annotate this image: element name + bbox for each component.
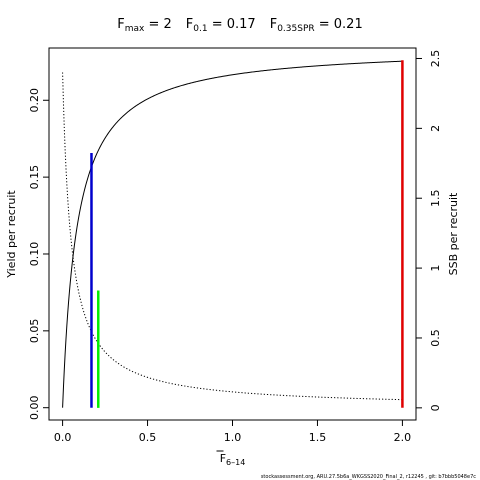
- title-part-1-value: = 0.17: [208, 17, 256, 32]
- footer-text: stockassessment.org, ARU.27.5b6a_WKGSS20…: [261, 474, 476, 480]
- y-left-tick-label: 0.20: [28, 88, 41, 113]
- chart-title: Fmax = 2 F0.1 = 0.17 F0.35SPR = 0.21: [117, 17, 362, 34]
- y-left-tick-label: 0.15: [28, 165, 41, 190]
- title-part-0-sub: max: [125, 24, 145, 34]
- title-part-0: F: [117, 17, 124, 32]
- y-right-tick-label: 1.5: [429, 189, 442, 207]
- y-left-axis-label: Yield per recruit: [5, 190, 18, 279]
- y-right-axis-label: SSB per recruit: [447, 192, 460, 275]
- y-right-tick-label: 0: [429, 404, 442, 411]
- y-right-tick-label: 1: [429, 265, 442, 272]
- y-left-tick-label: 0.05: [28, 319, 41, 344]
- y-right-tick-label: 2.5: [429, 50, 442, 68]
- x-tick-label: 0.5: [139, 431, 157, 444]
- ypr-series-line: [62, 60, 403, 408]
- y-right-tick-label: 0.5: [429, 329, 442, 347]
- title-part-2-value: = 0.21: [315, 17, 363, 32]
- x-tick-label: 2.0: [394, 431, 412, 444]
- y-right-tick-label: 2: [429, 125, 442, 132]
- x-tick-label: 1.5: [309, 431, 327, 444]
- spr-series-line: [62, 72, 403, 401]
- x-tick-label: 0.0: [54, 431, 72, 444]
- title-part-0-value: = 2: [144, 17, 171, 32]
- x-tick-label: 1.0: [224, 431, 242, 444]
- title-part-1-sub: 0.1: [193, 24, 207, 34]
- y-left-tick-label: 0.10: [28, 242, 41, 266]
- title-part-1: F: [186, 17, 193, 32]
- title-part-2: F: [270, 17, 277, 32]
- plot-frame: [48, 47, 417, 421]
- y-left-tick-label: 0.00: [28, 395, 41, 420]
- x-axis-label-sub: 6–14: [226, 458, 245, 467]
- x-axis-label-main: F: [220, 452, 226, 465]
- title-part-2-sub: 0.35SPR: [277, 24, 314, 34]
- x-axis-label: F6–14: [220, 452, 246, 467]
